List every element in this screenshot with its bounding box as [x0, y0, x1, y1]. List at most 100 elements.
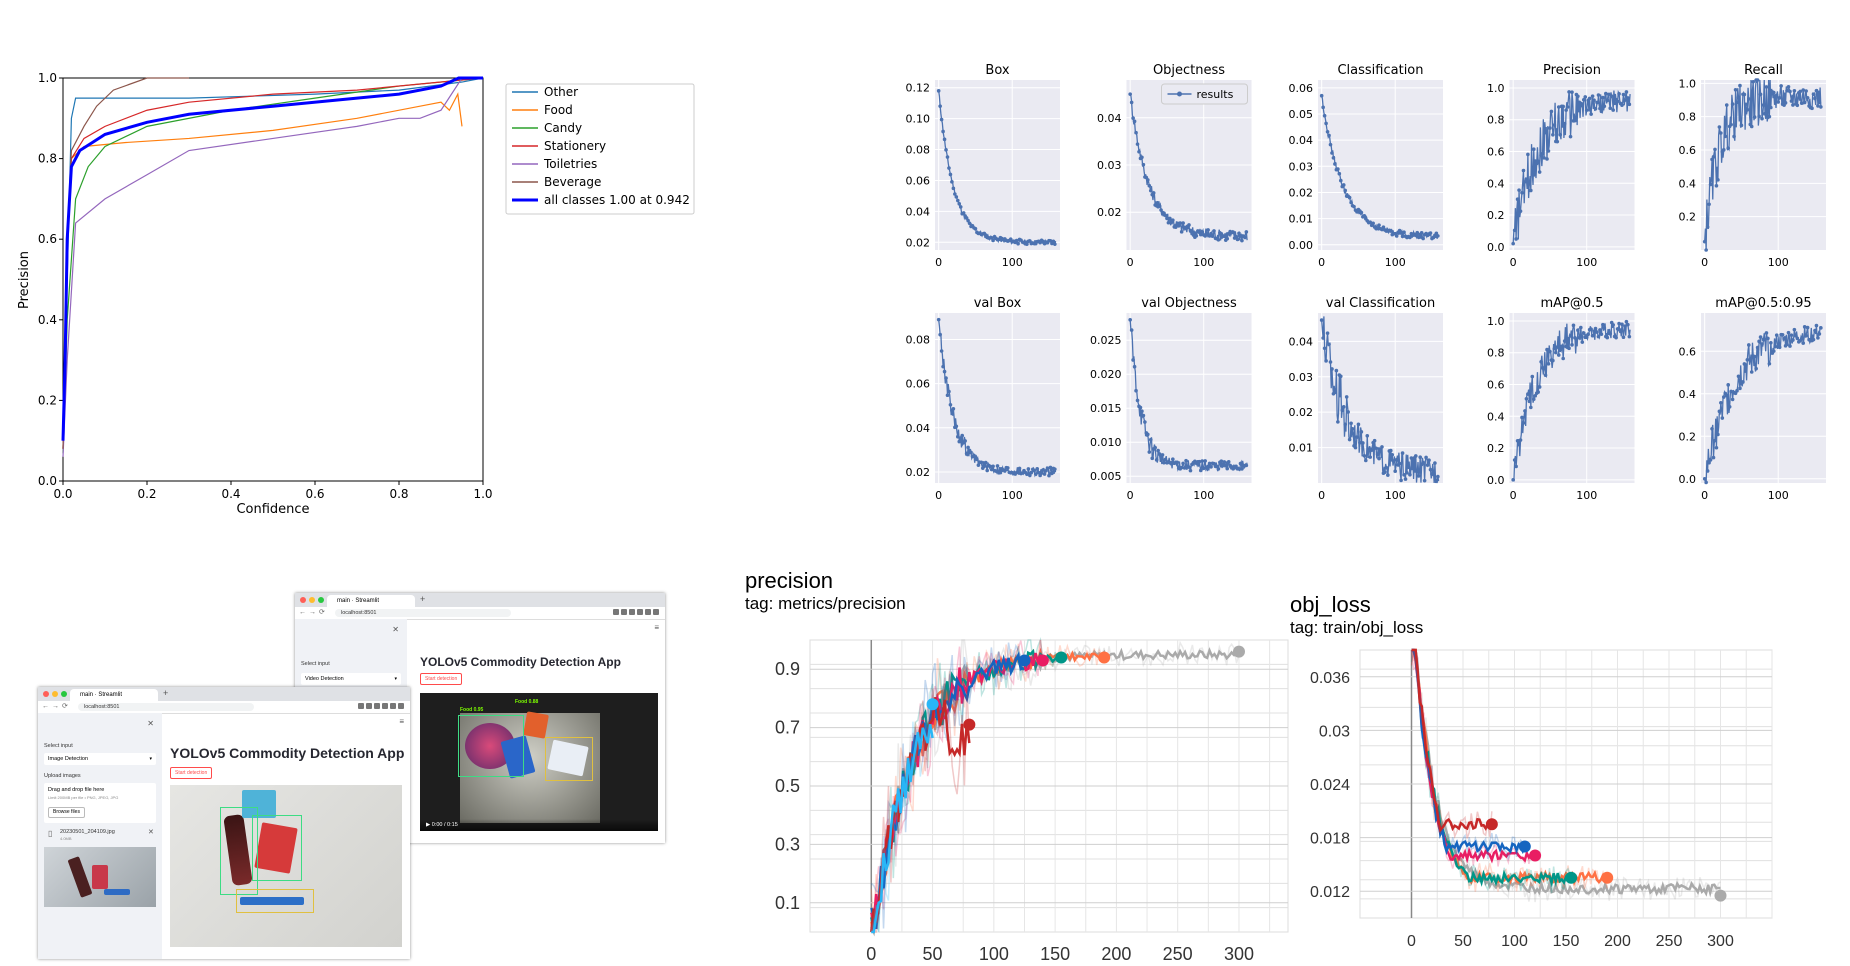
- close-icon[interactable]: ✕: [392, 625, 399, 634]
- results-y-tick-label: 1.0: [1679, 77, 1697, 90]
- results-point: [1527, 181, 1532, 185]
- results-point: [1523, 409, 1527, 413]
- results-point: [1518, 438, 1523, 442]
- uploaded-file-name: 20230501_204109.jpg: [60, 829, 115, 835]
- browse-files-button[interactable]: Browse files: [48, 807, 85, 818]
- results-point: [1764, 331, 1769, 335]
- results-point: [1207, 461, 1212, 466]
- results-point: [948, 402, 953, 407]
- snack-blue: [242, 790, 276, 818]
- video-player[interactable]: Food 0.95 Food 0.88 ▶ 0:00 / 0:15: [420, 693, 658, 831]
- maximize-dot-icon[interactable]: [61, 691, 67, 697]
- results-point: [941, 129, 945, 134]
- results-point: [1014, 238, 1019, 243]
- results-point: [963, 439, 967, 443]
- results-point: [1135, 398, 1140, 403]
- close-icon[interactable]: ✕: [147, 719, 154, 728]
- extensions-icon[interactable]: [358, 703, 404, 709]
- file-dropzone[interactable]: Drag and drop file here Limit 200MB per …: [44, 783, 156, 823]
- chevron-down-icon: ▾: [149, 756, 152, 762]
- tb-series-endpoint: [963, 718, 976, 731]
- remove-file-icon[interactable]: ✕: [148, 829, 154, 836]
- results-point: [1769, 105, 1773, 110]
- tb-x-tick-label: 100: [1501, 933, 1528, 950]
- new-tab-icon[interactable]: +: [420, 594, 426, 604]
- results-point: [1801, 341, 1806, 345]
- nav-arrows-icon[interactable]: ←→⟳: [42, 703, 71, 710]
- pc-x-tick-label: 0.4: [221, 487, 240, 501]
- results-point: [1707, 460, 1711, 465]
- results-y-tick-label: 0.4: [1679, 177, 1697, 190]
- results-point: [1716, 178, 1720, 182]
- tb-series-endpoint: [1098, 651, 1111, 664]
- select-input-label: Select input: [301, 661, 330, 667]
- results-point: [1048, 238, 1053, 243]
- results-point: [1533, 394, 1538, 398]
- results-point: [1179, 465, 1184, 470]
- results-panel-title: mAP@0.5:0.95: [1715, 296, 1811, 311]
- results-point: [1719, 400, 1723, 405]
- nav-arrows-icon[interactable]: ←→⟳: [299, 609, 328, 616]
- browser-tab[interactable]: main · Streamlit: [70, 689, 158, 701]
- results-point: [955, 434, 960, 439]
- browser-tab[interactable]: main · Streamlit: [327, 595, 415, 607]
- results-point: [1128, 318, 1132, 322]
- results-point: [950, 180, 954, 184]
- results-x-tick-label: 0: [1510, 489, 1517, 502]
- results-panel: Objectness 0.02 0.03 0.04 0 100 results: [1097, 63, 1252, 269]
- results-point: [967, 221, 972, 226]
- results-point: [994, 469, 998, 473]
- pc-series-line: [61, 76, 483, 441]
- url-field[interactable]: localhost:8501: [78, 703, 254, 711]
- close-dot-icon[interactable]: [300, 597, 306, 603]
- results-point: [1814, 88, 1819, 93]
- results-point: [1733, 88, 1738, 92]
- tb-x-tick-label: 100: [979, 944, 1009, 964]
- toothbrush: [240, 897, 304, 905]
- tb-x-tick-label: 150: [1040, 944, 1070, 964]
- pc-y-tick-label: 1.0: [38, 71, 57, 85]
- tb-x-tick-label: 200: [1101, 944, 1131, 964]
- results-point: [1352, 204, 1356, 209]
- results-point: [1711, 155, 1716, 159]
- select-value: Video Detection: [305, 676, 344, 682]
- results-point: [954, 195, 959, 199]
- input-type-select[interactable]: Image Detection ▾: [44, 753, 156, 765]
- minimize-dot-icon[interactable]: [309, 597, 315, 603]
- results-point: [1584, 335, 1589, 340]
- results-point: [1194, 233, 1199, 238]
- pc-x-tick-label: 0.8: [389, 487, 408, 501]
- tb-y-tick-label: 0.5: [775, 776, 800, 796]
- url-field[interactable]: localhost:8501: [335, 609, 511, 617]
- results-point: [1801, 88, 1806, 92]
- start-detection-button[interactable]: Start detection: [170, 767, 213, 779]
- pc-series-line: [62, 77, 463, 457]
- results-point: [1377, 456, 1381, 461]
- video-controls[interactable]: ▶ 0:00 / 0:15: [420, 819, 658, 831]
- new-tab-icon[interactable]: +: [163, 688, 169, 698]
- results-point: [1741, 380, 1745, 384]
- close-dot-icon[interactable]: [43, 691, 49, 697]
- results-point: [1623, 98, 1627, 102]
- minimize-dot-icon[interactable]: [52, 691, 58, 697]
- tb-series-endpoint: [1529, 849, 1542, 862]
- menu-icon[interactable]: ≡: [399, 717, 404, 726]
- maximize-dot-icon[interactable]: [318, 597, 324, 603]
- start-detection-button[interactable]: Start detection: [420, 673, 463, 685]
- results-point: [1148, 188, 1153, 193]
- results-point: [1343, 422, 1348, 427]
- results-point: [1595, 330, 1599, 334]
- pc-x-axis-label: Confidence: [236, 502, 309, 517]
- results-point: [1334, 368, 1339, 373]
- input-type-select[interactable]: Video Detection ▾: [301, 673, 401, 685]
- results-point: [1413, 233, 1418, 238]
- results-panel: mAP@0.5:0.95 0.0 0.2 0.4 0.6 0 100: [1679, 296, 1826, 502]
- play-icon[interactable]: ▶: [426, 822, 431, 828]
- menu-icon[interactable]: ≡: [654, 623, 659, 632]
- tb-series-endpoint: [1485, 818, 1498, 831]
- results-point: [1143, 420, 1147, 424]
- results-point: [1400, 451, 1405, 455]
- results-point: [1702, 476, 1707, 481]
- extensions-icon[interactable]: [613, 609, 659, 615]
- results-point: [1771, 90, 1776, 95]
